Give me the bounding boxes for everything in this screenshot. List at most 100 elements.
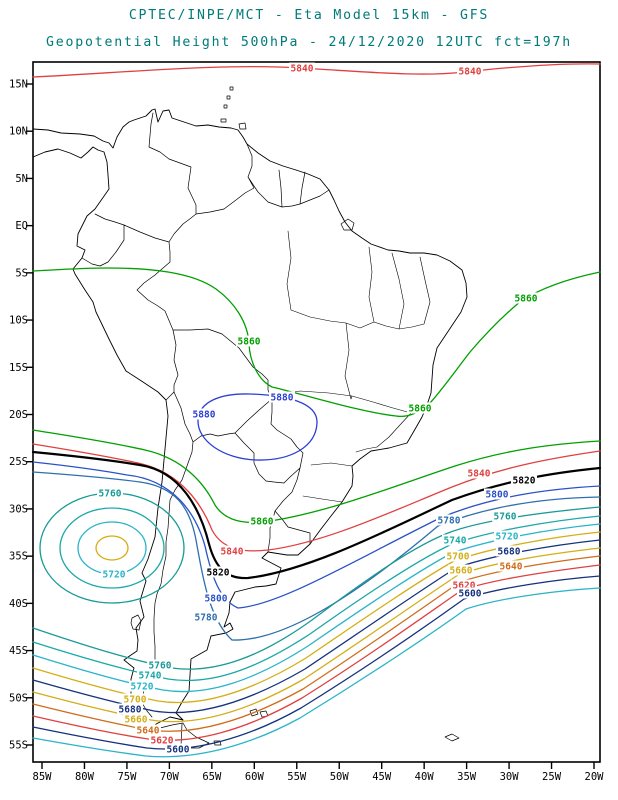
contour-label-5700: 5700 [124, 695, 147, 706]
islands [130, 86, 460, 749]
contour-label-5820: 5820 [513, 476, 536, 487]
contour-label-box [513, 292, 539, 304]
contour-label-5840: 5840 [468, 469, 491, 480]
contour-label-5760: 5760 [99, 489, 122, 500]
contour-5860-north [32, 267, 601, 418]
contour-label-box [496, 545, 522, 557]
contour-label-box [451, 579, 477, 591]
lat-label-EQ: EQ [15, 220, 28, 232]
contour-5880-closed [197, 393, 318, 461]
contour-label-box [203, 592, 229, 604]
contour-lines [31, 63, 602, 758]
contour-5580-south [32, 587, 601, 758]
page-title: CPTEC/INPE/MCT - Eta Model 15km - GFS [129, 8, 489, 23]
lon-label-80W: 80W [75, 771, 95, 783]
contour-label-box [442, 534, 468, 546]
lon-label-30W: 30W [500, 771, 520, 783]
contour-label-box [123, 713, 149, 725]
contour-5740-ring [59, 507, 165, 589]
contour-label-5640: 5640 [137, 726, 160, 737]
lon-label-65W: 65W [202, 771, 222, 783]
contour-label-box [135, 724, 161, 736]
lat-label-55S: 55S [9, 739, 28, 751]
contour-label-box [289, 62, 315, 74]
contour-label-box [101, 568, 127, 580]
contour-label-5880: 5880 [193, 410, 216, 421]
contour-label-5620: 5620 [151, 736, 174, 747]
contour-label-box [193, 611, 219, 623]
contour-5800 [32, 461, 601, 609]
contour-label-box [269, 391, 295, 403]
contour-5840-north [32, 63, 601, 78]
lon-label-40W: 40W [415, 771, 435, 783]
contour-label-box [445, 550, 471, 562]
lat-label-35S: 35S [9, 551, 28, 563]
contour-label-box [448, 564, 474, 576]
contour-label-5800: 5800 [486, 490, 509, 501]
contour-label-box [122, 693, 148, 705]
lat-label-50S: 50S [9, 692, 28, 704]
lat-label-30S: 30S [9, 503, 28, 515]
contour-label-5860: 5860 [515, 294, 538, 305]
lat-label-5N: 5N [15, 173, 28, 185]
contour-label-5600: 5600 [459, 589, 482, 600]
contour-5780 [32, 471, 601, 641]
lat-label-15S: 15S [9, 362, 28, 374]
contour-label-box [436, 514, 462, 526]
contour-label-5600: 5600 [167, 745, 190, 756]
contour-label-box [147, 659, 173, 671]
lat-label-25S: 25S [9, 456, 28, 468]
contour-label-5740: 5740 [444, 536, 467, 547]
contour-label-5760: 5760 [494, 512, 517, 523]
contour-label-5880: 5880 [271, 393, 294, 404]
lon-label-35W: 35W [457, 771, 477, 783]
contour-5820 [31, 450, 602, 580]
contour-label-5620: 5620 [453, 581, 476, 592]
lat-label-40S: 40S [9, 598, 28, 610]
lon-label-45W: 45W [372, 771, 392, 783]
contour-label-box [492, 510, 518, 522]
contour-5740-south [32, 515, 601, 682]
contour-label-box [137, 669, 163, 681]
contour-label-box [236, 335, 262, 347]
contour-label-box [129, 680, 155, 692]
contour-label-box [97, 487, 123, 499]
contour-label-5680: 5680 [119, 705, 142, 716]
lat-label-15N: 15N [9, 79, 28, 91]
contour-label-5860: 5860 [251, 517, 274, 528]
brazil-state-borders [271, 230, 431, 503]
contour-label-5840: 5840 [291, 64, 314, 75]
contour-label-5720: 5720 [103, 570, 126, 581]
contour-5620-south [32, 564, 601, 741]
contour-label-5660: 5660 [125, 715, 148, 726]
contour-label-5780: 5780 [195, 613, 218, 624]
contour-label-box [149, 734, 175, 746]
contour-label-box [457, 65, 483, 77]
lon-label-55W: 55W [287, 771, 307, 783]
page-subtitle: Geopotential Height 500hPa - 24/12/2020 … [46, 35, 572, 50]
lon-label-60W: 60W [245, 771, 265, 783]
base-map [32, 86, 468, 749]
contour-5600-south [32, 575, 601, 750]
country-borders [81, 112, 330, 747]
contour-label-5720: 5720 [131, 682, 154, 693]
map-frame [32, 61, 601, 763]
lon-label-85W: 85W [33, 771, 53, 783]
contour-label-box [457, 587, 483, 599]
contour-5720-ring [77, 521, 147, 575]
contour-label-box [249, 515, 275, 527]
contour-label-box [407, 402, 433, 414]
contour-label-5740: 5740 [139, 671, 162, 682]
contour-label-5840: 5840 [459, 67, 482, 78]
contour-label-5840: 5840 [221, 547, 244, 558]
coastline-south-america [32, 108, 468, 730]
contour-label-box [498, 560, 524, 572]
lat-label-45S: 45S [9, 645, 28, 657]
contour-label-5660: 5660 [450, 566, 473, 577]
contour-label-box [117, 703, 143, 715]
lon-label-20W: 20W [585, 771, 605, 783]
lat-label-5S: 5S [15, 267, 28, 279]
contour-5700-ring [95, 535, 129, 561]
